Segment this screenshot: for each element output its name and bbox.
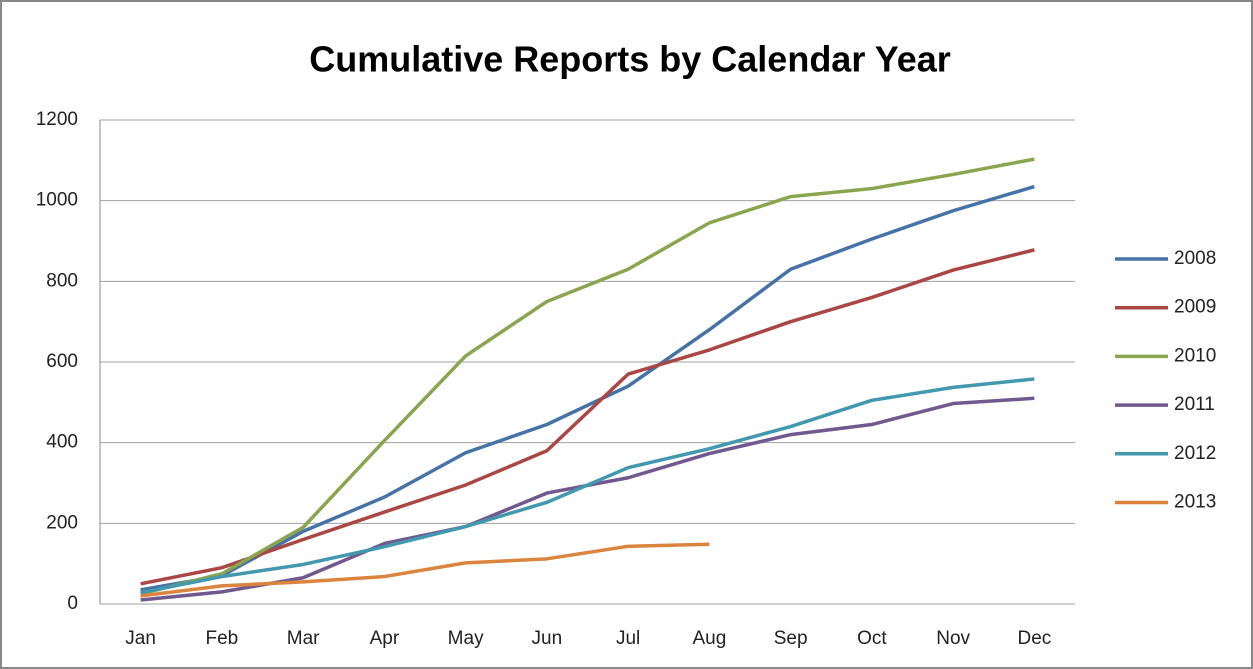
series-line	[140, 377, 1035, 595]
x-tick-label: Apr	[370, 628, 400, 649]
x-tick-label: Sep	[774, 628, 808, 649]
series-line	[140, 184, 1035, 592]
series-line	[140, 248, 1035, 586]
x-tick-label: Oct	[857, 628, 887, 649]
chart-title: Cumulative Reports by Calendar Year	[309, 39, 951, 80]
series-line	[140, 542, 710, 598]
series-line	[140, 157, 1035, 596]
y-tick-label: 600	[46, 351, 78, 372]
legend-label: 2012	[1174, 443, 1216, 464]
x-tick-label: Aug	[692, 628, 726, 649]
legend-label: 2010	[1174, 345, 1216, 366]
x-tick-label: May	[448, 628, 484, 649]
x-tick-label: Jul	[616, 628, 640, 649]
y-tick-label: 200	[46, 512, 78, 533]
x-tick-label: Nov	[936, 628, 970, 649]
legend-label: 2009	[1174, 297, 1216, 318]
y-tick-label: 800	[46, 270, 78, 291]
y-tick-label: 0	[67, 593, 78, 614]
x-tick-label: Mar	[287, 628, 320, 649]
x-tick-label: Dec	[1017, 628, 1051, 649]
y-tick-label: 400	[46, 432, 78, 453]
y-tick-label: 1000	[36, 190, 78, 211]
legend-label: 2013	[1174, 492, 1216, 513]
x-tick-label: Jun	[532, 628, 563, 649]
y-tick-label: 1200	[36, 109, 78, 130]
x-tick-label: Feb	[206, 628, 239, 649]
x-tick-label: Jan	[125, 628, 156, 649]
legend-label: 2011	[1174, 394, 1215, 415]
legend-label: 2008	[1174, 248, 1216, 269]
